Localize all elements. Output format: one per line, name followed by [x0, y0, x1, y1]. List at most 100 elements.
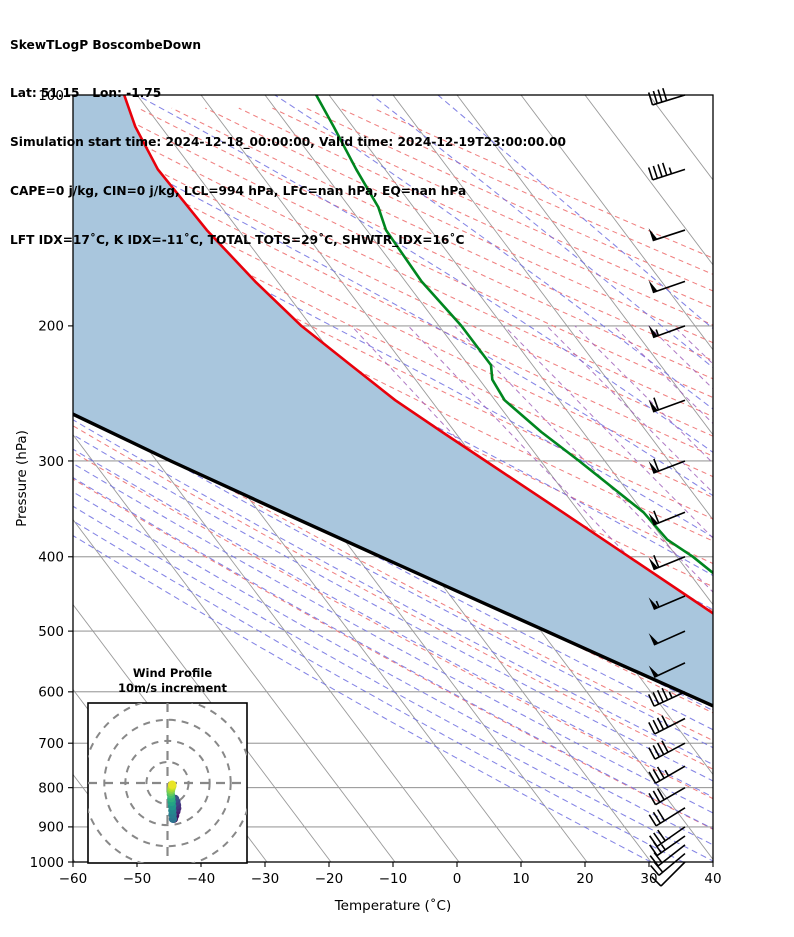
- x-axis-label: Temperature (˚C): [334, 897, 452, 914]
- isotherm-line: [712, 95, 713, 96]
- barb-staff: [652, 94, 686, 106]
- barb-full: [653, 832, 662, 845]
- barb-full: [656, 742, 665, 755]
- barb-pennant: [648, 399, 658, 412]
- wind-barb: [648, 765, 686, 784]
- x-tick-label: −40: [187, 871, 216, 887]
- barb-full: [652, 90, 658, 104]
- x-tick-label: 10: [512, 871, 529, 887]
- hodograph-point: [167, 780, 177, 789]
- barb-half: [668, 691, 673, 699]
- moist-adiabat-line: [73, 419, 713, 766]
- barb-full: [652, 769, 661, 782]
- isotherm-line: [456, 95, 713, 436]
- temperature-curve: [122, 95, 713, 615]
- barb-full: [649, 844, 658, 856]
- barb-full: [653, 555, 660, 568]
- barb-full: [652, 692, 660, 705]
- barb-full: [661, 740, 669, 753]
- y-tick-label: 300: [38, 454, 64, 470]
- barb-staff: [652, 460, 686, 474]
- barb-half: [668, 167, 673, 174]
- y-axis-label: Pressure (hPa): [14, 430, 30, 527]
- dry-adiabat-line: [73, 201, 713, 520]
- x-tick-label: 20: [576, 871, 593, 887]
- moist-adiabat-line: [73, 505, 713, 862]
- y-tick-label: 600: [38, 685, 64, 701]
- y-tick-label: 700: [38, 736, 64, 752]
- barb-staff: [653, 556, 686, 571]
- moist-adiabat-line: [73, 477, 713, 830]
- wind-barb: [648, 662, 686, 678]
- moist-adiabat-line: [73, 534, 652, 862]
- wind-barb: [648, 397, 686, 413]
- wind-barb: [648, 325, 686, 339]
- wind-barb: [649, 826, 686, 848]
- barb-full: [648, 814, 657, 827]
- barb-pennant: [648, 665, 659, 678]
- barb-full: [652, 811, 662, 824]
- wind-barb: [648, 715, 686, 735]
- barb-pennant: [648, 597, 659, 610]
- barb-half: [660, 844, 666, 851]
- wind-barb: [648, 510, 686, 526]
- barb-full: [651, 876, 662, 887]
- barb-full: [656, 766, 665, 779]
- barb-full: [661, 687, 669, 701]
- profile-curves: [73, 95, 713, 708]
- barb-half: [655, 329, 660, 336]
- axes: −60 −50 −40 −30 −20 −10 0 10 20 30 40 100 200 300 400 5…: [14, 88, 722, 914]
- wind-barb: [648, 807, 686, 827]
- barb-full: [649, 855, 659, 867]
- barb-half: [664, 769, 670, 777]
- barb-staff: [652, 229, 686, 242]
- barb-pennant: [648, 460, 658, 474]
- barb-pennant: [648, 228, 658, 241]
- header-location: Lat: 51.15 Lon: -1.75: [10, 86, 162, 101]
- barb-pennant: [648, 280, 658, 293]
- cape-shaded-area: [73, 95, 713, 707]
- barb-full: [653, 458, 660, 472]
- inset-title-line2: 10m/s increment: [118, 681, 227, 695]
- barb-full: [656, 809, 666, 822]
- wind-barb: [648, 280, 686, 294]
- inset-title-line1: Wind Profile: [133, 666, 213, 680]
- header-title: SkewTLogP BoscombeDown: [10, 37, 202, 52]
- barb-full: [656, 717, 665, 730]
- barb-full: [649, 835, 658, 847]
- barb-staff: [660, 861, 686, 887]
- barb-full: [652, 165, 659, 179]
- wind-barb-column: [647, 87, 686, 887]
- y-tick-label: 100: [38, 88, 64, 104]
- dry-adiabat-line: [73, 162, 713, 478]
- dry-adiabat-line: [73, 181, 713, 499]
- barb-full: [656, 689, 664, 703]
- x-tick-label: 40: [704, 871, 721, 887]
- wind-barb: [647, 162, 686, 181]
- barb-staff: [655, 807, 686, 827]
- x-tick-label: −20: [315, 871, 344, 887]
- isotherm-line: [648, 95, 713, 181]
- parcel-path-curve: [73, 412, 713, 708]
- figure-header: SkewTLogP BoscombeDown Lat: 51.15 Lon: -…: [10, 4, 566, 281]
- wind-barb: [648, 458, 686, 474]
- barb-full: [657, 829, 666, 842]
- barb-staff: [655, 765, 686, 784]
- y-tick-label: 900: [38, 820, 64, 836]
- isotherm-line: [73, 433, 396, 862]
- barb-full: [649, 864, 660, 876]
- moist-adiabat-line: [73, 462, 713, 814]
- barb-pennant: [648, 512, 659, 526]
- barb-staff: [653, 691, 686, 707]
- barb-full: [657, 89, 663, 103]
- moist-adiabat-line: [136, 95, 713, 453]
- header-indices: LFT IDX=17˚C, K IDX=-11˚C, TOTAL TOTS=29…: [10, 233, 465, 248]
- wind-barb: [648, 228, 686, 242]
- isotherm-line: [777, 95, 794, 862]
- barb-staff: [653, 662, 686, 678]
- barb-full: [647, 167, 654, 181]
- wind-barb: [648, 555, 686, 571]
